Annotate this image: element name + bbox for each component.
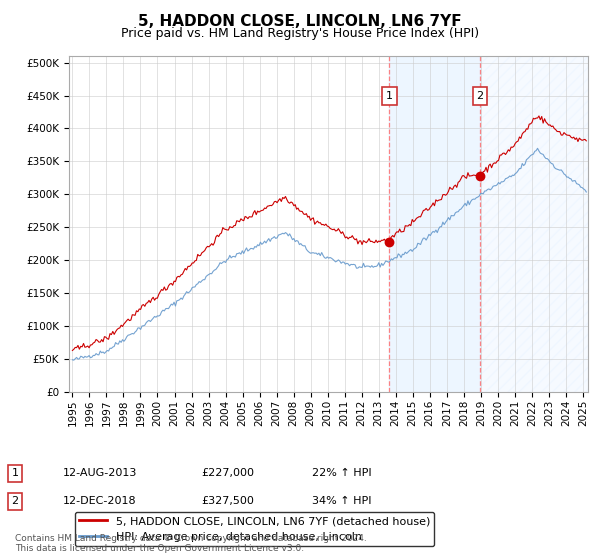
Legend: 5, HADDON CLOSE, LINCOLN, LN6 7YF (detached house), HPI: Average price, detached: 5, HADDON CLOSE, LINCOLN, LN6 7YF (detac… — [74, 512, 434, 546]
Point — [475, 172, 485, 181]
Text: 12-AUG-2013: 12-AUG-2013 — [63, 468, 137, 478]
Text: Contains HM Land Registry data © Crown copyright and database right 2024.
This d: Contains HM Land Registry data © Crown c… — [15, 534, 367, 553]
Text: £227,000: £227,000 — [201, 468, 254, 478]
Point — [385, 238, 394, 247]
Bar — [480, 56, 588, 392]
Text: 34% ↑ HPI: 34% ↑ HPI — [312, 496, 371, 506]
Text: 2: 2 — [476, 91, 484, 101]
Text: 22% ↑ HPI: 22% ↑ HPI — [312, 468, 371, 478]
Text: 2: 2 — [11, 496, 19, 506]
Text: 1: 1 — [11, 468, 19, 478]
Text: £327,500: £327,500 — [201, 496, 254, 506]
Text: Price paid vs. HM Land Registry's House Price Index (HPI): Price paid vs. HM Land Registry's House … — [121, 27, 479, 40]
Text: 5, HADDON CLOSE, LINCOLN, LN6 7YF: 5, HADDON CLOSE, LINCOLN, LN6 7YF — [138, 14, 462, 29]
Text: 12-DEC-2018: 12-DEC-2018 — [63, 496, 137, 506]
Text: 1: 1 — [386, 91, 392, 101]
Bar — [389, 56, 480, 392]
